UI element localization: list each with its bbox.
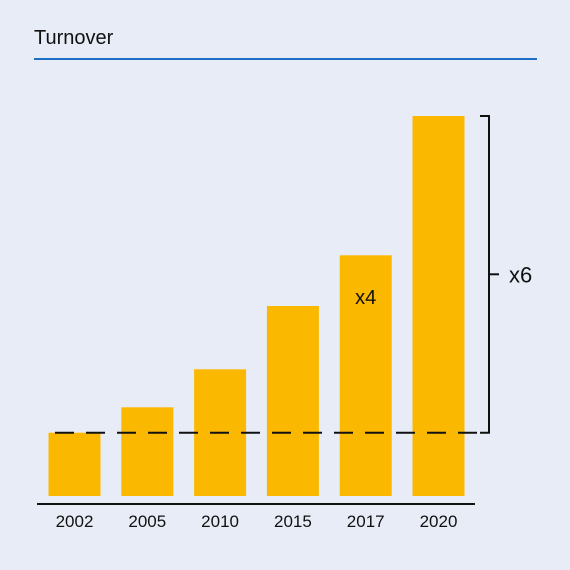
- bar-2002: [48, 432, 101, 496]
- annotation-x6: x6: [509, 262, 532, 287]
- x-tick-label-2002: 2002: [56, 512, 94, 531]
- title-rule: [34, 58, 537, 60]
- bracket-x6: [480, 115, 490, 434]
- annotation-x4: x4: [355, 287, 376, 309]
- x-tick-label-2010: 2010: [201, 512, 239, 531]
- bar-2020: [412, 116, 465, 496]
- x-tick-label-2020: 2020: [420, 512, 458, 531]
- x-tick-label-2015: 2015: [274, 512, 312, 531]
- bar-2015: [266, 306, 319, 496]
- bar-2017: [339, 255, 392, 496]
- chart-title: Turnover: [34, 27, 114, 49]
- x-tick-label-2017: 2017: [347, 512, 385, 531]
- bar-2005: [121, 407, 174, 496]
- x-tick-label-2005: 2005: [128, 512, 166, 531]
